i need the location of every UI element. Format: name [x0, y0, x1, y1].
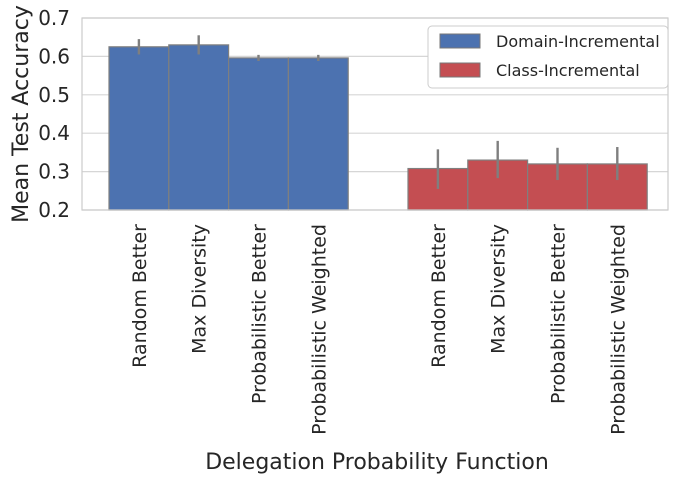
x-tick-label: Max Diversity: [488, 224, 510, 354]
bar: [228, 57, 290, 211]
x-tick-label: Random Better: [129, 224, 151, 368]
x-tick-label: Probabilistic Weighted: [607, 224, 629, 435]
error-bars: [137, 35, 619, 189]
legend-frame: [427, 25, 669, 89]
y-axis-label: Mean Test Accuracy: [9, 5, 34, 223]
y-tick-label: 0.2: [38, 198, 70, 222]
x-axis-label: Delegation Probability Function: [205, 450, 549, 475]
x-tick-label: Probabilistic Weighted: [308, 224, 330, 435]
legend-swatch-domain-incremental: [439, 33, 481, 49]
legend-label-class-incremental: Class-Incremental: [496, 61, 640, 80]
bar: [287, 57, 349, 211]
legend-label-domain-incremental: Domain-Incremental: [496, 32, 660, 51]
legend-swatch-class-incremental: [439, 62, 481, 78]
x-tick-label: Probabilistic Better: [548, 224, 570, 404]
bar: [168, 44, 230, 211]
x-tick-label: Random Better: [428, 224, 450, 368]
x-tick-labels: Random Better Max Diversity Probabilistic …: [129, 224, 629, 435]
y-tick-labels: 0.2 0.3 0.4 0.5 0.6 0.7: [38, 6, 70, 222]
y-tick-label: 0.5: [38, 83, 70, 107]
x-tick-label: Max Diversity: [189, 224, 211, 354]
y-tick-label: 0.3: [38, 160, 70, 184]
y-tick-label: 0.4: [38, 121, 70, 145]
legend: Domain-Incremental Class-Incremental: [427, 25, 669, 89]
y-tick-label: 0.6: [38, 44, 70, 68]
x-tick-label: Probabilistic Better: [249, 224, 271, 404]
bar: [108, 46, 170, 211]
plot-frame: [81, 17, 669, 211]
y-tick-label: 0.7: [38, 6, 70, 30]
